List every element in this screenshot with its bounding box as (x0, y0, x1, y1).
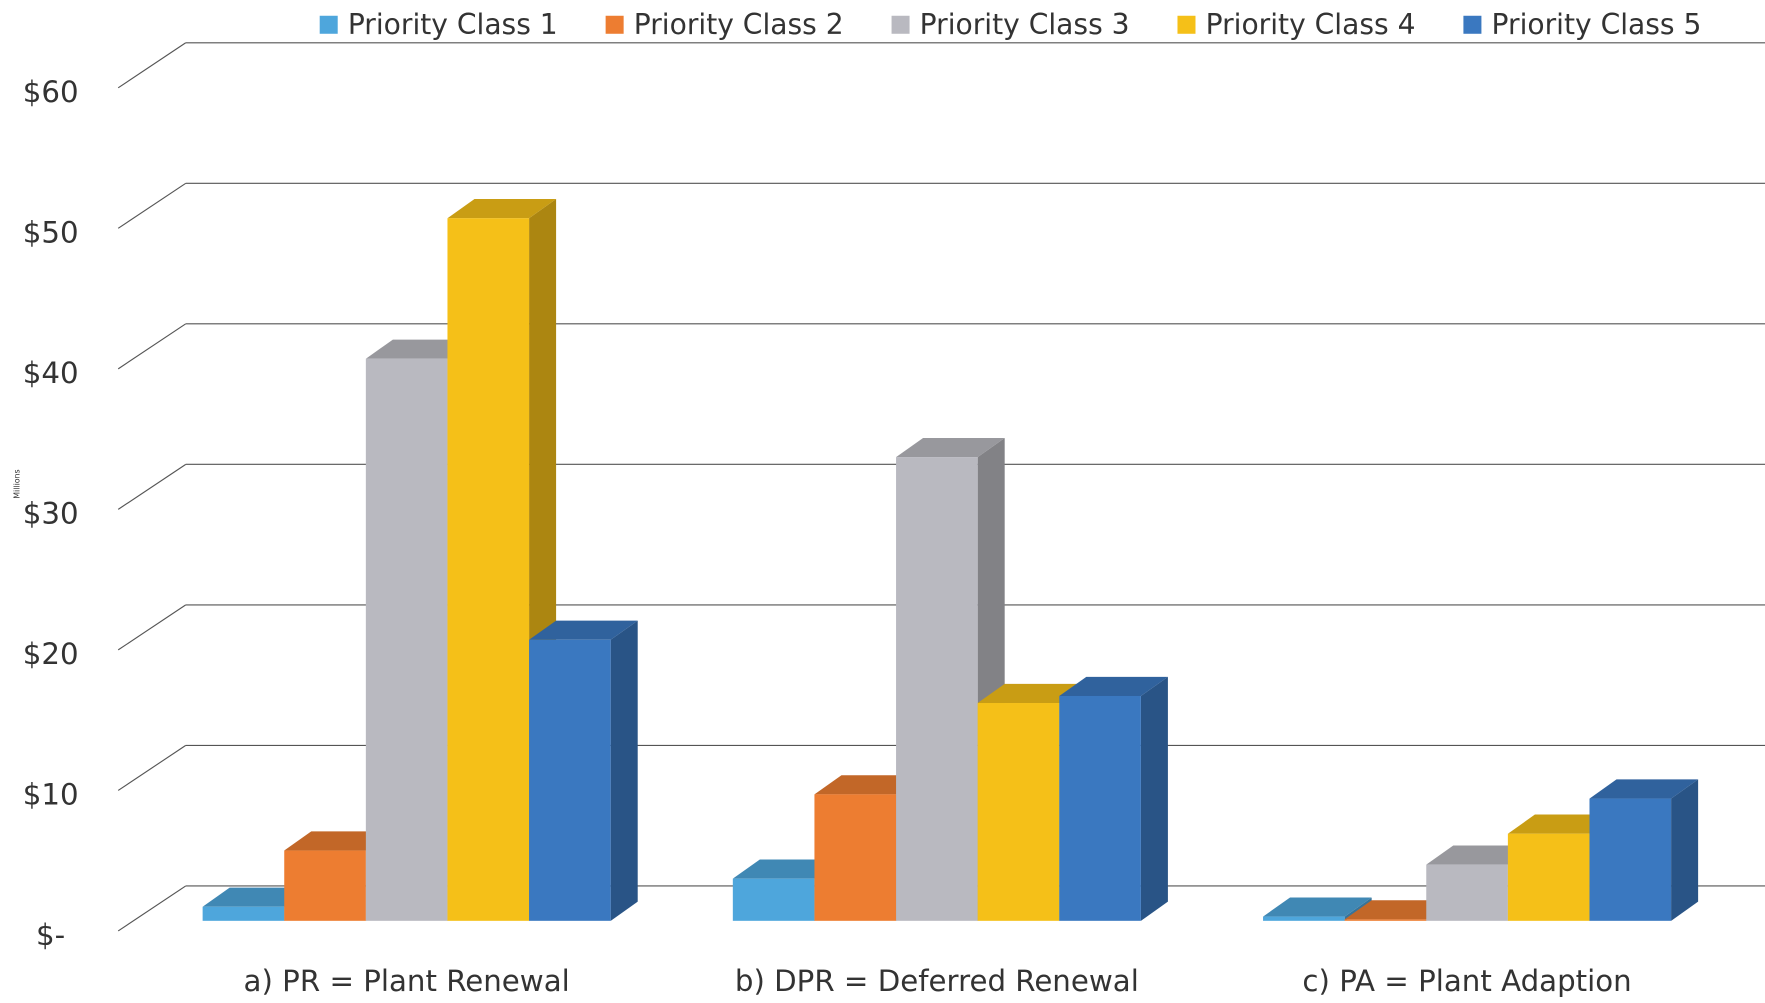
legend-label: Priority Class 3 (920, 8, 1130, 41)
y-tick-label: $- (36, 918, 65, 952)
y-tick-label: $60 (23, 75, 79, 109)
grid-line-side (117, 182, 187, 229)
grid-line-side (117, 604, 187, 651)
legend-label: Priority Class 4 (1206, 8, 1416, 41)
bar-top (1263, 897, 1372, 917)
grid-line-side (117, 42, 187, 89)
bar-top (202, 887, 312, 907)
bar (814, 794, 897, 921)
bar (447, 218, 530, 921)
plot: Millions $- $10 $20 $30 $40 $50 $60 Priority Cl… (12, 8, 1765, 998)
bar (365, 358, 448, 921)
bar-top (732, 859, 842, 879)
bar-top (1059, 676, 1168, 696)
bar-side (1671, 779, 1699, 921)
bar (1589, 798, 1672, 921)
y-tick-label: $30 (23, 497, 79, 531)
bar (284, 850, 366, 921)
grid-line-side (117, 885, 187, 932)
y-tick-label: $50 (23, 215, 79, 249)
bar (977, 703, 1060, 921)
legend-swatch (605, 15, 624, 34)
y-tick-label: $10 (23, 778, 79, 812)
legend-label: Priority Class 5 (1492, 8, 1702, 41)
bar-top (896, 437, 1005, 458)
bar (732, 878, 815, 921)
bar-top (1507, 814, 1617, 834)
bar-side (1140, 676, 1168, 921)
bar-top (365, 339, 475, 359)
legend-label: Priority Class 2 (634, 8, 844, 41)
bar (1507, 833, 1590, 921)
legend-swatch (1177, 15, 1196, 34)
bar (896, 457, 978, 921)
bar (1344, 919, 1427, 921)
bar (202, 906, 285, 921)
x-tick-label: c) PA = Plant Adaption (1302, 964, 1631, 998)
bar (1426, 864, 1508, 921)
bar-top (447, 199, 557, 219)
grid-line-side (117, 323, 187, 370)
bar (1059, 695, 1141, 921)
y-axis-title: Millions (12, 469, 21, 498)
legend-swatch (319, 15, 338, 34)
grid-line-side (117, 744, 187, 791)
legend-label: Priority Class 1 (348, 8, 558, 41)
bar-side (610, 620, 638, 921)
grid-line-side (117, 463, 187, 510)
bar (529, 639, 611, 921)
bar-top (1589, 779, 1699, 799)
bar (1263, 916, 1345, 921)
y-tick-label: $40 (23, 356, 79, 390)
legend-swatch (891, 15, 910, 34)
bar-top (529, 620, 638, 640)
bar-top (284, 831, 393, 851)
x-tick-label: b) DPR = Deferred Renewal (735, 964, 1139, 998)
legend-swatch (1463, 15, 1482, 34)
y-tick-label: $20 (23, 637, 79, 671)
bar-top (1344, 900, 1454, 920)
x-tick-label: a) PR = Plant Renewal (244, 964, 570, 998)
bar-top (977, 683, 1087, 704)
bar-top (814, 775, 924, 795)
bar-top (1426, 845, 1535, 865)
